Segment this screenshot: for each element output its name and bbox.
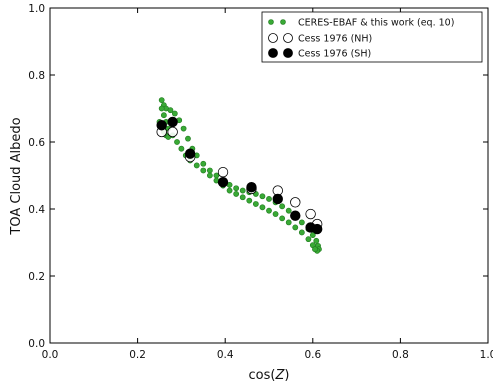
ceres-point [312, 246, 318, 253]
x-tick-label: 0.4 [217, 349, 234, 361]
ceres-point [285, 207, 292, 214]
ceres-point [298, 219, 305, 226]
ceres-point [239, 187, 246, 194]
ceres-point [233, 191, 240, 197]
ceres-point [272, 211, 279, 217]
ceres-point [259, 193, 266, 200]
legend-box [261, 11, 483, 63]
ceres-point [180, 125, 187, 132]
legend-label-cess-nh: Cess 1976 (NH) [298, 34, 372, 45]
ceres-point [226, 187, 233, 194]
ceres-point [200, 160, 207, 167]
ceres-point [200, 167, 207, 174]
ceres-branch [158, 97, 322, 254]
cess-sh-point [272, 193, 283, 205]
legend-marker-cess-nh [268, 33, 278, 43]
ceres-point [158, 105, 165, 112]
cess-nh-point [290, 197, 301, 208]
legend-marker-ceres [280, 19, 286, 25]
ceres-point [206, 167, 213, 174]
ceres-point [285, 219, 292, 226]
cess-nh-point [305, 208, 316, 220]
ceres-point [309, 232, 316, 239]
cess-sh-point [167, 116, 178, 128]
plot-frame [49, 7, 489, 344]
x-tick-label: 1.0 [480, 349, 493, 361]
legend-label-ceres: CERES-EBAF & this work (eq. 10) [298, 18, 454, 29]
ceres-point [305, 236, 312, 243]
ceres-point [313, 237, 320, 244]
ceres-point [171, 110, 178, 117]
ceres-point [193, 162, 200, 169]
x-axis-label: cos(Z) [249, 368, 290, 383]
y-tick-label: 0.0 [28, 338, 45, 350]
y-tick-label: 0.8 [28, 70, 45, 82]
cess-sh-point [290, 210, 301, 221]
x-tick-label: 0.8 [392, 349, 409, 361]
ceres-point [206, 172, 213, 179]
y-axis-ticks: 0.0 0.2 0.4 0.6 0.8 1.0 [28, 3, 488, 350]
ceres-point [266, 207, 272, 214]
cess-sh-point [217, 176, 229, 188]
y-tick-label: 0.6 [28, 137, 45, 149]
y-tick-label: 0.4 [28, 204, 45, 216]
x-tick-label: 0.0 [42, 349, 59, 361]
y-tick-label: 1.0 [28, 3, 45, 15]
x-tick-label: 0.6 [304, 349, 321, 361]
ceres-point [174, 139, 180, 145]
ceres-point [239, 194, 246, 201]
ceres-point [279, 203, 286, 210]
cess-sh-point [246, 182, 257, 193]
legend-label-cess-sh: Cess 1976 (SH) [298, 49, 371, 60]
cess-nh-point [167, 126, 178, 138]
cess-nh-point [217, 166, 229, 178]
x-axis-label-suffix: ) [284, 368, 289, 383]
ceres-point [185, 135, 191, 142]
ceres-point [279, 215, 286, 222]
cess-sh-point [311, 223, 323, 235]
legend-marker-cess-nh [283, 33, 293, 43]
x-tick-label: 0.2 [129, 349, 146, 361]
y-tick-label: 0.2 [28, 271, 45, 283]
ceres-point [266, 196, 272, 202]
plot-marks [156, 97, 323, 254]
x-axis-ticks: 0.0 0.2 0.4 0.6 0.8 1.0 [42, 8, 493, 361]
cess-sh-point [184, 148, 196, 159]
ceres-point [233, 185, 240, 192]
ceres-point [292, 224, 299, 231]
ceres-point [252, 201, 259, 207]
ceres-point [167, 107, 174, 114]
x-axis-label-prefix: cos( [249, 368, 276, 383]
ceres-point [246, 197, 253, 204]
cess-sh-point [156, 120, 167, 131]
x-axis-label-variable: Z [274, 368, 285, 383]
ceres-point [259, 204, 266, 211]
legend-marker-ceres [268, 19, 274, 25]
y-axis-label: TOA Cloud Albedo [9, 117, 24, 235]
ceres-point [160, 112, 167, 119]
ceres-point [178, 145, 185, 152]
legend-marker-cess-sh [283, 48, 293, 58]
ceres-point [158, 97, 165, 104]
legend: CERES-EBAF & this work (eq. 10) Cess 197… [261, 11, 483, 63]
legend-marker-cess-sh [268, 48, 278, 58]
ceres-point [298, 229, 305, 236]
